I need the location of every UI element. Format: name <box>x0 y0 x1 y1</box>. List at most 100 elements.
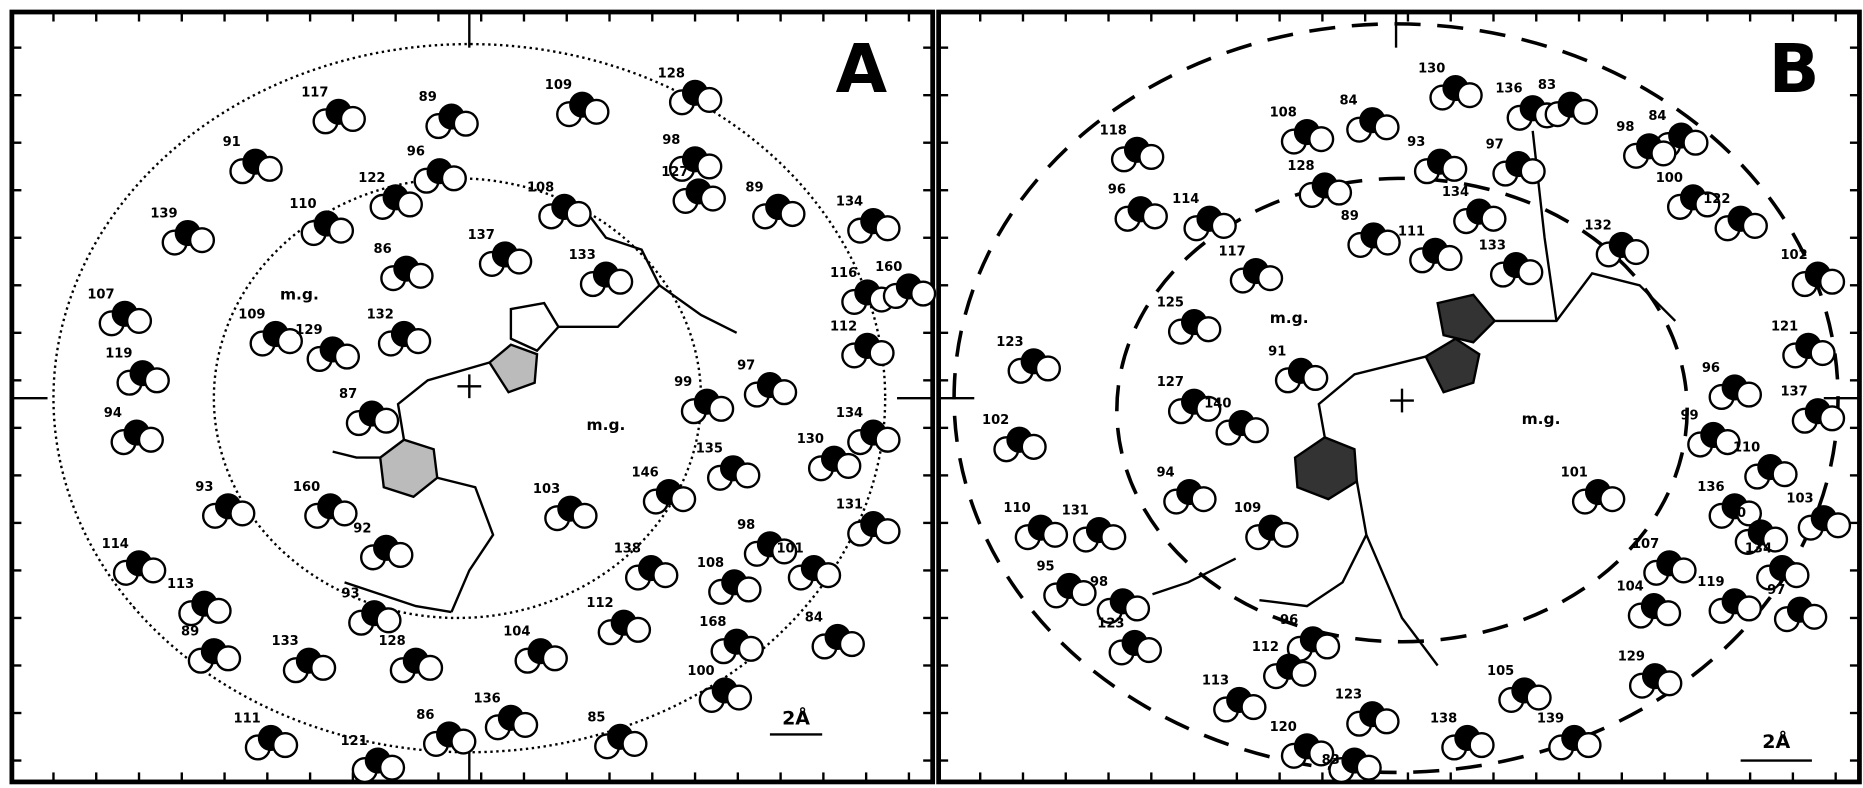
water <box>848 511 899 545</box>
water-label: 132 <box>1584 218 1611 233</box>
hydrogen <box>1521 159 1545 183</box>
hydrogen <box>1376 231 1400 255</box>
hydrogen <box>451 730 475 754</box>
water-label: 122 <box>1703 192 1730 207</box>
water <box>842 333 893 367</box>
water <box>884 273 935 307</box>
water <box>1716 206 1767 240</box>
hydrogen <box>380 756 404 780</box>
hydrogen <box>709 397 733 421</box>
hydrogen <box>1196 317 1220 341</box>
water <box>709 569 760 603</box>
water <box>427 104 478 138</box>
water <box>112 420 163 454</box>
hydrogen <box>273 733 297 757</box>
water <box>1630 663 1681 697</box>
water <box>1546 92 1597 126</box>
water <box>1499 677 1550 711</box>
water <box>1710 588 1761 622</box>
water-label: 100 <box>687 664 714 679</box>
water-label: 134 <box>1745 542 1772 557</box>
hydrogen <box>1482 207 1506 231</box>
water <box>1688 422 1739 456</box>
hydrogen <box>409 264 433 288</box>
hydrogen <box>870 341 894 365</box>
hydrogen <box>876 519 900 543</box>
water <box>595 724 646 758</box>
hydrogen <box>454 112 478 136</box>
water-label: 123 <box>996 335 1023 350</box>
hydrogen <box>1773 462 1797 486</box>
water-label: 83 <box>1538 78 1556 93</box>
water-label: 96 <box>1108 183 1126 198</box>
hydrogen <box>145 368 169 392</box>
chain <box>345 582 452 612</box>
panel-letter: B <box>1769 30 1820 108</box>
water-label: 104 <box>503 625 530 640</box>
water <box>1573 479 1624 513</box>
water <box>1629 593 1680 627</box>
water <box>1116 196 1167 230</box>
hydrogen <box>911 282 935 306</box>
water-label: 97 <box>1486 138 1504 153</box>
hydrogen <box>735 464 759 488</box>
water-label: 117 <box>1218 245 1245 260</box>
water-label: 137 <box>1780 385 1807 400</box>
hydrogen <box>626 618 650 642</box>
region-label: m.g. <box>280 285 319 303</box>
water-label: 101 <box>1561 466 1588 481</box>
water-label: 96 <box>1280 613 1298 628</box>
hydrogen <box>207 599 231 623</box>
water-label: 136 <box>1697 480 1724 495</box>
water-label: 109 <box>238 307 265 322</box>
water-label: 108 <box>697 556 724 571</box>
water-label: 160 <box>875 260 902 275</box>
hydrogen <box>389 543 413 567</box>
water <box>179 591 230 625</box>
water <box>557 92 608 126</box>
water-label: 89 <box>419 90 437 105</box>
water <box>1276 358 1327 392</box>
water <box>1347 701 1398 735</box>
hydrogen <box>1036 357 1060 381</box>
water <box>1710 374 1761 408</box>
water <box>246 725 297 759</box>
hydrogen <box>1657 671 1681 695</box>
water-label: 92 <box>353 521 371 536</box>
water <box>712 629 763 663</box>
hydrogen <box>781 202 805 226</box>
water <box>1549 725 1600 759</box>
water-label: 114 <box>1172 192 1199 207</box>
water-label: 125 <box>1157 296 1184 311</box>
water-label: 87 <box>339 387 357 402</box>
hydrogen <box>840 632 864 656</box>
hydrogen <box>1438 246 1462 270</box>
water-label: 100 <box>1656 171 1683 186</box>
water-label: 113 <box>1202 673 1229 688</box>
water-label: 107 <box>87 287 114 302</box>
hydrogen <box>141 559 165 583</box>
hydrogen <box>377 608 401 632</box>
water <box>813 624 864 658</box>
water-label: 130 <box>797 432 824 447</box>
water-label: 131 <box>836 498 863 513</box>
water <box>1246 515 1297 549</box>
water-label: 94 <box>1156 466 1174 481</box>
water <box>1644 550 1695 584</box>
hydrogen <box>1656 601 1680 625</box>
chain <box>333 452 381 458</box>
chain <box>398 363 489 440</box>
water-label: 86 <box>374 242 392 257</box>
water-label: 113 <box>167 577 194 592</box>
hydrogen <box>1327 181 1351 205</box>
water-label: 98 <box>737 518 755 533</box>
hydrogen <box>1577 733 1601 757</box>
hydrogen <box>1192 487 1216 511</box>
hydrogen <box>1826 513 1850 537</box>
hydrogen <box>230 502 254 526</box>
water <box>1214 687 1265 721</box>
hydrogen <box>876 216 900 240</box>
hydrogen <box>701 187 725 211</box>
water-label: 86 <box>416 708 434 723</box>
water-label: 119 <box>1697 575 1724 590</box>
